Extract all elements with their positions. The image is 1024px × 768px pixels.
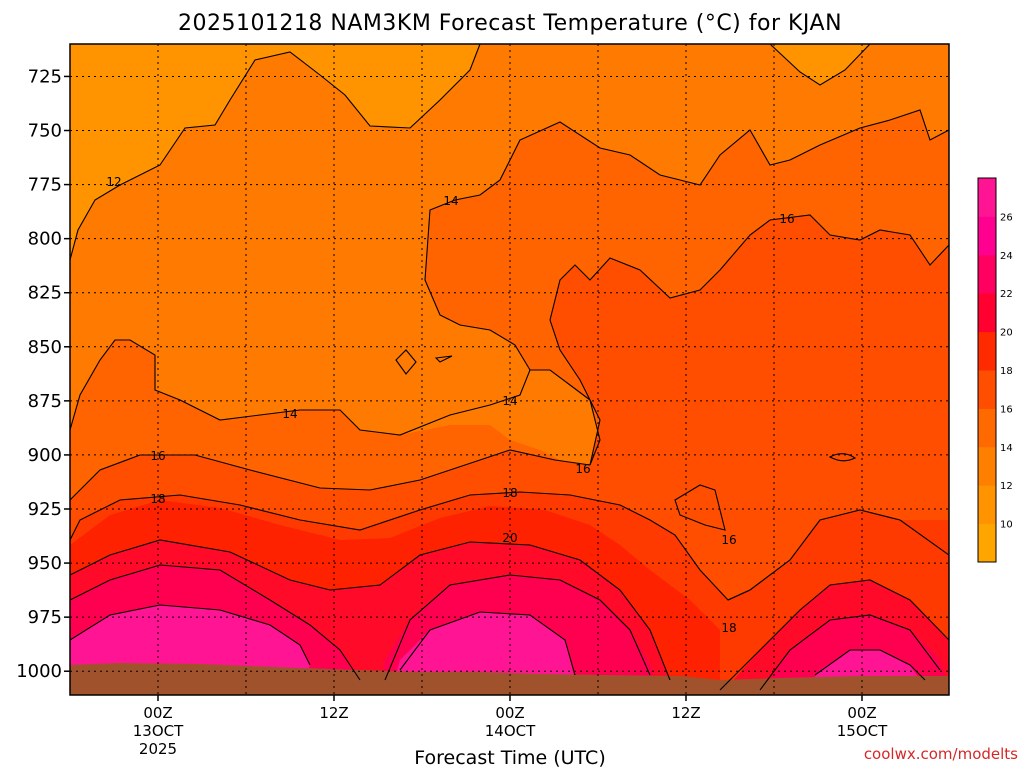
contour-16-upper	[549, 214, 949, 466]
contour-labels: 12 14 14 14 16 16 16 16 18 18 18 20	[106, 175, 794, 635]
contour-label: 18	[721, 621, 736, 635]
y-tick-label: 975	[28, 607, 62, 628]
contour-18-right	[727, 509, 949, 601]
colorbar-swatch	[978, 408, 996, 448]
x-tick-label: 14OCT	[485, 722, 536, 740]
colorbar-swatch	[978, 216, 996, 256]
x-tick-label: 00Z	[847, 704, 876, 722]
grid-lines	[70, 44, 949, 695]
x-axis-label: Forecast Time (UTC)	[414, 747, 605, 768]
x-tick-label: 12Z	[671, 704, 700, 722]
contour-18-left	[70, 491, 751, 601]
plot-area	[70, 44, 949, 695]
contour-label: 14	[502, 394, 517, 408]
contour-label: 12	[106, 175, 121, 189]
y-tick-label: 825	[28, 283, 62, 304]
contour-label: 18	[502, 486, 517, 500]
band-12-13-upper-left	[70, 44, 480, 260]
colorbar-tick-label: 20	[1000, 328, 1013, 339]
contour-20-right	[719, 579, 949, 691]
contour-24-right	[814, 649, 926, 681]
colorbar-tick-label: 24	[1000, 251, 1013, 262]
colorbar-swatch	[978, 178, 996, 217]
y-tick-label: 875	[28, 391, 62, 412]
contour-label: 16	[779, 212, 794, 226]
colorbar-tick-label: 10	[1000, 520, 1013, 531]
contour-22-mid	[384, 574, 651, 681]
contour-16-lower	[70, 449, 591, 501]
colorbar: 10 12 14 16 18 20 22 24 26	[977, 177, 1013, 563]
colorbar-tick-label: 18	[1000, 366, 1013, 377]
contour-12-right	[769, 44, 871, 86]
contour-16-ellipse	[828, 453, 857, 462]
x-tick-label: 15OCT	[837, 722, 888, 740]
y-tick-label: 950	[28, 553, 62, 574]
y-tick-label: 850	[28, 337, 62, 358]
contour-label: 16	[150, 449, 165, 463]
colorbar-swatch	[978, 485, 996, 525]
colorbar-swatch	[978, 523, 996, 563]
colorbar-tick-label: 12	[1000, 481, 1013, 492]
chart-title: 2025101218 NAM3KM Forecast Temperature (…	[178, 11, 842, 36]
colorbar-swatch	[978, 446, 996, 486]
contour-20	[70, 539, 671, 681]
x-tick-label: 13OCT	[133, 722, 184, 740]
x-tick-label: 12Z	[319, 704, 348, 722]
ground-below-surface	[70, 663, 949, 695]
contour-24-left	[70, 604, 311, 666]
contour-24-mid	[399, 611, 576, 676]
colorbar-tick-label: 14	[1000, 443, 1013, 454]
contour-14-small	[434, 355, 453, 363]
contour-label: 16	[575, 462, 590, 476]
contour-22-left	[70, 564, 361, 681]
y-tick-label: 925	[28, 499, 62, 520]
contour-label: 14	[443, 194, 458, 208]
y-tick-label: 775	[28, 175, 62, 196]
credit-link[interactable]: coolwx.com/modelts	[864, 745, 1018, 763]
contour-14-diamond	[395, 349, 417, 375]
colorbar-frame	[977, 177, 997, 563]
contour-label: 20	[502, 531, 517, 545]
x-tick-label: 2025	[139, 740, 177, 758]
band-12-13-upper-right	[770, 44, 870, 85]
y-tick-label: 1000	[16, 661, 62, 682]
y-axis: 725 750 775 800 825 850 875 900 925 950 975 1000	[16, 66, 70, 682]
contour-label: 18	[150, 492, 165, 506]
y-tick-label: 750	[28, 121, 62, 142]
y-tick-label: 725	[28, 66, 62, 87]
y-tick-label: 900	[28, 445, 62, 466]
contour-label: 16	[721, 533, 736, 547]
colorbar-tick-label: 22	[1000, 289, 1013, 300]
x-tick-label: 00Z	[495, 704, 524, 722]
y-tick-label: 800	[28, 229, 62, 250]
contour-label: 14	[282, 407, 297, 421]
contour-lines	[70, 44, 949, 691]
colorbar-tick-label: 16	[1000, 404, 1013, 415]
colorbar-tick-label: 26	[1000, 212, 1013, 223]
colorbar-swatch	[978, 293, 996, 333]
contour-14-lower	[70, 339, 531, 436]
colorbar-swatch	[978, 370, 996, 409]
colorbar-swatch	[978, 331, 996, 371]
x-tick-label: 00Z	[143, 704, 172, 722]
contour-16-island	[674, 484, 726, 531]
colorbar-swatch	[978, 254, 996, 294]
contour-12-left	[70, 44, 481, 261]
